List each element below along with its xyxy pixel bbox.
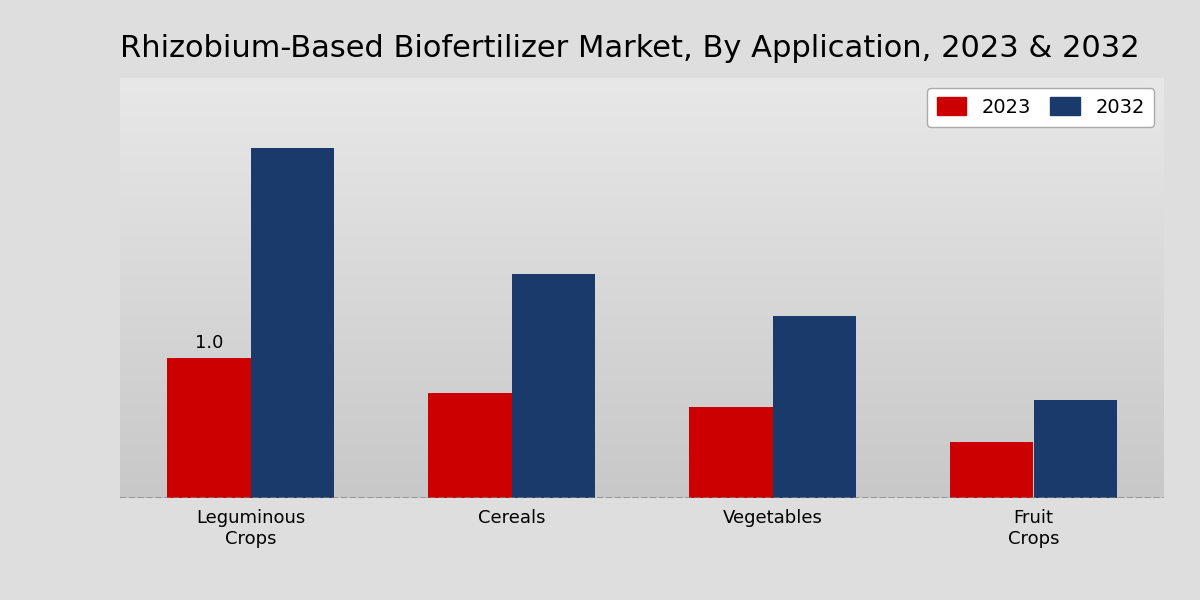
Bar xyxy=(511,274,595,498)
Bar xyxy=(428,393,511,498)
Text: 1.0: 1.0 xyxy=(194,334,223,352)
Bar xyxy=(689,407,773,498)
Bar xyxy=(167,358,251,498)
Text: Rhizobium-Based Biofertilizer Market, By Application, 2023 & 2032: Rhizobium-Based Biofertilizer Market, By… xyxy=(120,34,1140,63)
Bar xyxy=(1033,400,1117,498)
Bar xyxy=(773,316,856,498)
Bar xyxy=(251,148,334,498)
Legend: 2023, 2032: 2023, 2032 xyxy=(928,88,1154,127)
Bar xyxy=(950,442,1033,498)
